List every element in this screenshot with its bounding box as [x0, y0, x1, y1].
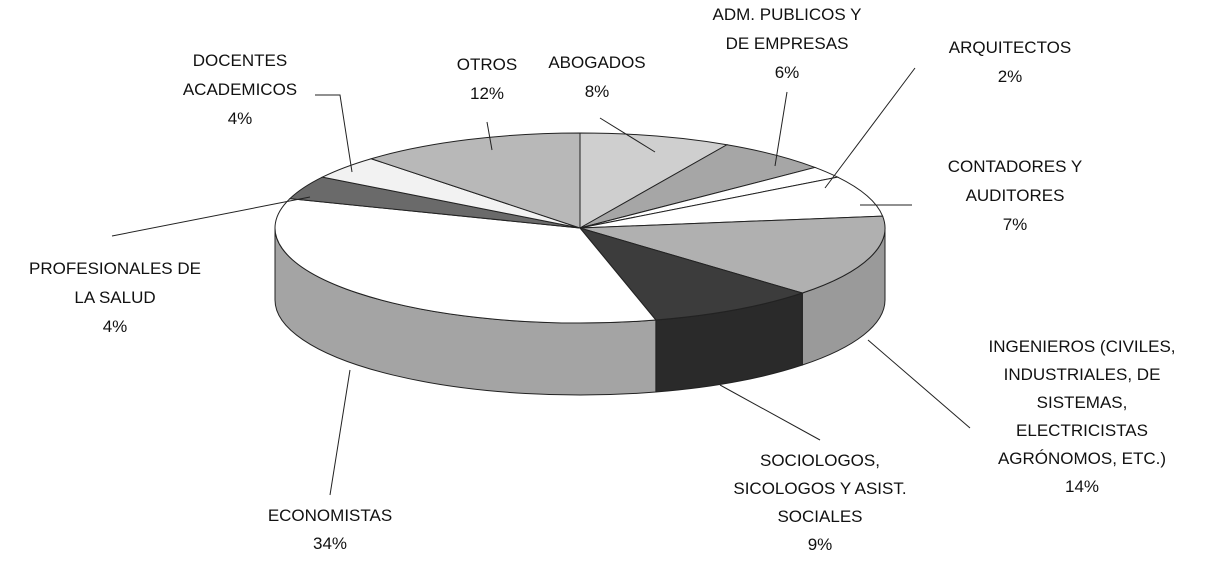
- slice-label-line: AGRÓNOMOS, ETC.): [998, 449, 1166, 468]
- slice-value-label: 4%: [228, 109, 253, 128]
- slice-label-line: PROFESIONALES DE: [29, 259, 201, 278]
- slice-label: SOCIOLOGOS, SICOLOGOS Y ASIST. SOCIALES: [733, 451, 906, 526]
- slice-value-label: 12%: [470, 84, 504, 103]
- slice-label-line: OTROS: [457, 55, 517, 74]
- slice-label-line: SICOLOGOS Y ASIST.: [733, 479, 906, 498]
- leader-line: [719, 384, 821, 441]
- slice-value-label: 6%: [775, 63, 800, 82]
- slice-label-line: SISTEMAS,: [1037, 393, 1128, 412]
- slice-label-line: ADM. PUBLICOS Y: [713, 5, 862, 24]
- slice-value-label: 7%: [1003, 215, 1028, 234]
- slice-label: PROFESIONALES DE LA SALUD: [29, 259, 201, 307]
- slice-label-line: SOCIALES: [777, 507, 862, 526]
- slice-label: INGENIEROS (CIVILES, INDUSTRIALES, DE SIST…: [988, 337, 1175, 468]
- slice-label: ABOGADOS: [548, 53, 645, 72]
- leader-line: [824, 67, 916, 189]
- slice-label-line: INDUSTRIALES, DE: [1004, 365, 1161, 384]
- slice-label-line: DE EMPRESAS: [726, 34, 849, 53]
- slice-value-label: 14%: [1065, 477, 1099, 496]
- slice-label: CONTADORES Y AUDITORES: [948, 157, 1082, 205]
- slice-label-line: ARQUITECTOS: [949, 38, 1071, 57]
- slice: [579, 215, 886, 294]
- slice-label-line: AUDITORES: [966, 186, 1065, 205]
- leader-line: [599, 117, 656, 153]
- slice-label: DOCENTES ACADEMICOS: [183, 51, 297, 99]
- leader-line: [111, 196, 311, 237]
- slice-label: ECONOMISTAS: [268, 506, 392, 525]
- leader-line: [486, 121, 493, 151]
- slice-label: OTROS: [457, 55, 517, 74]
- slice: [579, 176, 884, 229]
- slice-label: ADM. PUBLICOS Y DE EMPRESAS: [713, 5, 862, 53]
- slice-label-line: INGENIEROS (CIVILES,: [988, 337, 1175, 356]
- slice: [369, 132, 581, 229]
- slice: [579, 132, 729, 229]
- leader-line: [774, 91, 788, 167]
- slice-value-label: 9%: [808, 535, 833, 554]
- leader-line: [329, 369, 351, 496]
- slice-value-label: 2%: [998, 67, 1023, 86]
- slice-label-line: DOCENTES: [193, 51, 287, 70]
- slice-label-line: CONTADORES Y: [948, 157, 1082, 176]
- slice-label-line: LA SALUD: [74, 288, 155, 307]
- slice-value-label: 34%: [313, 534, 347, 553]
- leader-line: [867, 339, 971, 429]
- slice-label-line: SOCIOLOGOS,: [760, 451, 880, 470]
- slice-label: ARQUITECTOS: [949, 38, 1071, 57]
- slice-label-line: ACADEMICOS: [183, 80, 297, 99]
- slice-value-label: 4%: [103, 317, 128, 336]
- slice: [578, 227, 805, 321]
- slice: [274, 198, 657, 324]
- slice-label-line: ABOGADOS: [548, 53, 645, 72]
- slice-value-label: 8%: [585, 82, 610, 101]
- slice-label-line: ELECTRICISTAS: [1016, 421, 1148, 440]
- leader-line: [315, 94, 353, 173]
- slice-label-line: ECONOMISTAS: [268, 506, 392, 525]
